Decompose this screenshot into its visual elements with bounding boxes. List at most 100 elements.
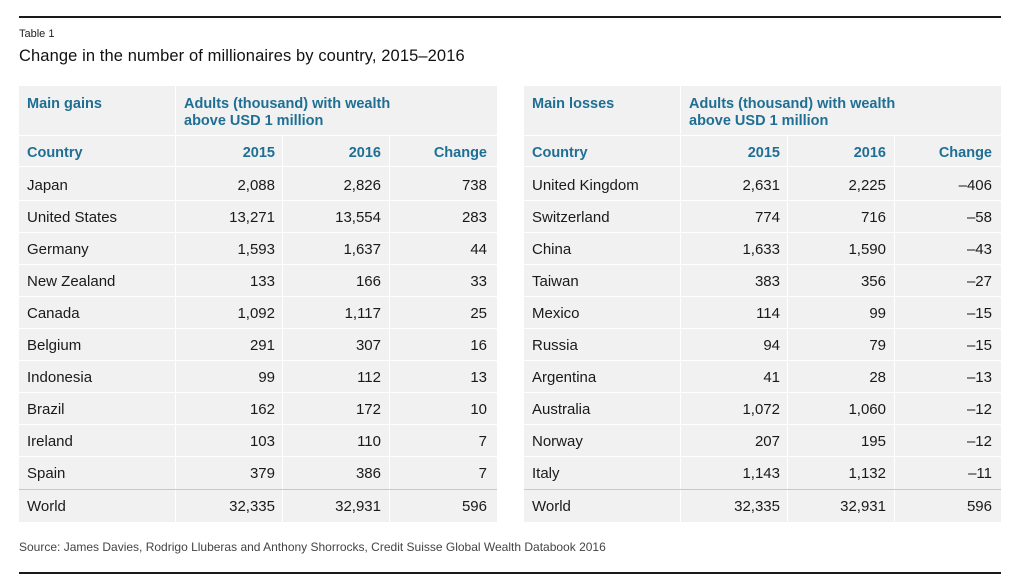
world-row-cell: 32,335 [229,498,275,515]
table-cell: 7 [478,465,487,482]
table-cell: 16 [470,337,487,354]
top-rule [19,16,1001,18]
row-divider [524,200,1001,201]
table-cell: 13,554 [335,209,381,226]
table-row-country: United States [27,209,118,226]
table-cell: –406 [958,177,992,194]
table-cell: 386 [355,465,381,482]
row-divider [19,360,497,361]
row-divider [524,166,1001,167]
table-cell: 133 [249,273,275,290]
table-row-country: Switzerland [532,209,610,226]
table-row-country: Argentina [532,369,597,386]
table-row-country: New Zealand [27,273,116,290]
world-divider [524,489,1001,490]
table-cell: 162 [249,401,275,418]
table-cell: –58 [966,209,992,226]
table-cell: 1,072 [742,401,780,418]
group-header: Adults (thousand) with wealth above USD … [689,96,896,129]
table-cell: 94 [763,337,780,354]
table-cell: 283 [461,209,487,226]
row-divider [19,166,497,167]
table-cell: 1,092 [237,305,275,322]
column-header-country: Country [27,145,83,161]
table-row-country: Canada [27,305,80,322]
group-header: Adults (thousand) with wealth above USD … [184,96,391,129]
table-cell: 207 [754,433,780,450]
table-cell: 195 [860,433,886,450]
table-cell: 774 [754,209,780,226]
table-cell: 1,633 [742,241,780,258]
group-label: Main gains [27,96,102,112]
world-row-cell: 32,335 [734,498,780,515]
table-cell: 1,117 [344,305,381,322]
table-cell: –43 [966,241,992,258]
row-divider [19,135,497,136]
row-divider [524,232,1001,233]
column-header-country: Country [532,145,588,161]
table-row-country: Ireland [27,433,73,450]
table-cell: 307 [355,337,381,354]
table-cell: –15 [966,305,992,322]
table-row-country: United Kingdom [532,177,639,194]
column-header-2015: 2015 [242,145,275,161]
row-divider [524,456,1001,457]
row-divider [19,200,497,201]
table-cell: –12 [966,433,992,450]
table-cell: 2,826 [343,177,381,194]
table-cell: 7 [478,433,487,450]
table-cell: 103 [249,433,275,450]
world-row-label: World [27,498,66,515]
table-cell: –27 [966,273,992,290]
table-cell: 33 [470,273,487,290]
gains-table: Main gains Adults (thousand) with wealth … [19,86,497,522]
table-cell: –11 [968,465,992,482]
table-cell: 112 [357,369,381,386]
row-divider [19,232,497,233]
row-divider [524,328,1001,329]
table-row-country: Japan [27,177,68,194]
table-cell: 2,225 [848,177,886,194]
table-row-country: Russia [532,337,578,354]
table-cell: –13 [966,369,992,386]
table-cell: 738 [461,177,487,194]
column-header-change: Change [938,145,992,161]
table-cell: 99 [869,305,886,322]
table-row-country: Indonesia [27,369,93,386]
column-header-2016: 2016 [853,145,886,161]
table-row-country: Italy [532,465,560,482]
table-cell: 1,593 [237,241,275,258]
row-divider [19,328,497,329]
table-row-country: Belgium [27,337,82,354]
table-cell: 716 [860,209,886,226]
table-row-country: Norway [532,433,583,450]
table-row-country: Taiwan [532,273,579,290]
table-row-country: Brazil [27,401,65,418]
table-cell: 13,271 [229,209,275,226]
row-divider [524,360,1001,361]
row-divider [19,424,497,425]
column-divider [680,86,681,522]
table-row-country: Mexico [532,305,580,322]
world-row-label: World [532,498,571,515]
table-cell: 41 [763,369,780,386]
column-header-2016: 2016 [348,145,381,161]
table-cell: 291 [249,337,275,354]
row-divider [524,264,1001,265]
table-cell: 25 [470,305,487,322]
table-cell: 28 [869,369,886,386]
row-divider [19,392,497,393]
table-row-country: Australia [532,401,591,418]
column-header-change: Change [433,145,487,161]
page-title: Change in the number of millionaires by … [19,47,465,65]
row-divider [19,264,497,265]
column-divider [175,86,176,522]
table-row-country: Spain [27,465,66,482]
table-cell: 2,088 [237,177,275,194]
row-divider [524,424,1001,425]
table-row-country: Germany [27,241,89,258]
table-cell: 379 [249,465,275,482]
row-divider [524,296,1001,297]
row-divider [524,392,1001,393]
table-label: Table 1 [19,28,55,40]
